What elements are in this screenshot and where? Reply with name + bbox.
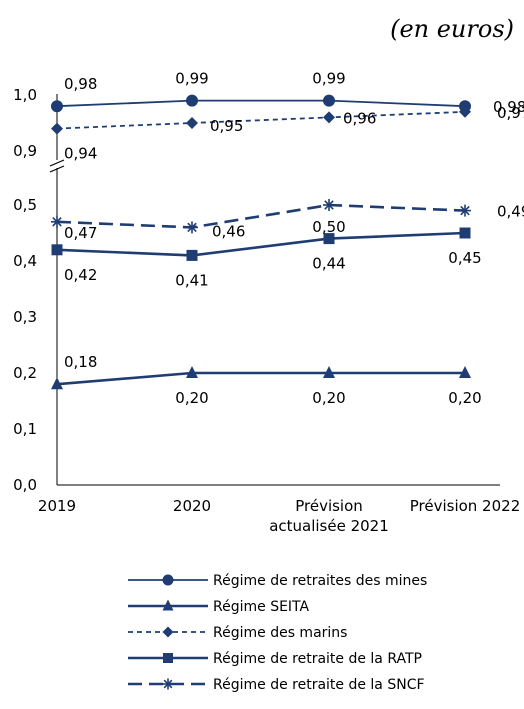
data-label: 0,97 (497, 104, 524, 122)
y-tick-label: 0,1 (13, 420, 37, 438)
legend-item: Régime de retraite de la RATP (128, 651, 422, 667)
y-tick-label: 0,9 (13, 142, 37, 160)
marker-triangle (323, 366, 335, 378)
y-tick-label: 0,3 (13, 308, 37, 326)
marker-triangle (162, 599, 174, 611)
marker-triangle (186, 366, 198, 378)
legend-item: Régime SEITA (128, 599, 310, 615)
data-label: 0,99 (175, 70, 208, 88)
marker-square (51, 244, 63, 256)
data-label: 0,99 (312, 70, 345, 88)
legend-item: Régime des marins (128, 625, 347, 641)
data-label: 0,20 (448, 389, 481, 407)
axes: 0,0 0,1 0,2 0,3 0,4 0,5 0,9 1,0 2019 2020 Prévisio… (13, 86, 520, 535)
marker-square (163, 653, 173, 663)
x-tick-label-line: Prévision 2022 (410, 497, 521, 515)
data-label: 0,42 (64, 266, 97, 284)
series-line (56, 110, 466, 130)
marker-diamond (186, 117, 198, 129)
marker-circle (323, 94, 335, 107)
data-label: 0,98 (64, 75, 97, 93)
data-label: 0,96 (343, 109, 376, 127)
marker-diamond (459, 105, 471, 118)
x-tick-label: Prévision actualisée 2021 (269, 497, 389, 535)
unit-label: (en euros) (390, 15, 514, 43)
y-tick-label: 0,4 (13, 252, 37, 270)
data-labels: 0,98 0,99 0,99 0,98 0,18 0,20 0,20 0,20 0,94 0,95… (64, 70, 524, 407)
x-tick-label-line: actualisée 2021 (269, 517, 389, 535)
data-label: 0,45 (448, 249, 481, 267)
x-tick-label-line: 2019 (38, 497, 76, 515)
marker-circle (186, 94, 198, 107)
axis-break-mark (49, 159, 65, 167)
marker-triangle (51, 377, 63, 390)
marker-square (323, 233, 335, 245)
data-label: 0,94 (64, 145, 97, 163)
data-label: 0,41 (175, 271, 208, 289)
y-tick-label: 0,2 (13, 364, 37, 382)
marker-asterisk (162, 678, 174, 690)
data-label: 0,50 (312, 218, 345, 236)
x-tick-label: 2019 (38, 497, 76, 515)
marker-circle (51, 100, 63, 113)
legend-label: Régime SEITA (213, 599, 310, 615)
y-tick-label: 0,0 (13, 476, 37, 494)
data-label: 0,18 (64, 353, 97, 371)
marker-asterisk (51, 215, 63, 228)
series-line (56, 99, 466, 108)
data-label: 0,98 (493, 98, 524, 116)
marker-asterisk (186, 221, 198, 234)
marker-asterisk (323, 199, 335, 211)
marker-square (186, 249, 198, 261)
data-label: 0,95 (210, 117, 243, 135)
marker-asterisk (459, 204, 471, 217)
y-tick-label: 1,0 (13, 86, 37, 104)
series-line (56, 203, 466, 229)
series-group (51, 94, 471, 390)
x-tick-label-line: 2020 (173, 497, 211, 515)
data-label: 0,20 (312, 389, 345, 407)
data-label: 0,46 (212, 222, 245, 240)
legend-label: Régime des marins (213, 625, 347, 641)
marker-diamond (323, 111, 335, 124)
legend-label: Régime de retraite de la RATP (213, 651, 422, 667)
marker-diamond (51, 122, 63, 135)
legend: Régime de retraites des mines Régime SEIT… (128, 573, 427, 693)
marker-diamond (162, 626, 174, 638)
data-label: 0,20 (175, 389, 208, 407)
series-line (56, 371, 465, 386)
axis-break-mark (49, 165, 65, 173)
series-line (56, 231, 466, 257)
legend-item: Régime de retraite de la SNCF (128, 677, 425, 693)
x-tick-label-line: Prévision (295, 497, 363, 515)
data-label: 0,44 (312, 255, 345, 273)
x-tick-label: Prévision 2022 (410, 497, 521, 515)
legend-label: Régime de retraite de la SNCF (213, 677, 425, 693)
data-label: 0,49 (497, 203, 524, 221)
marker-square (459, 227, 471, 239)
legend-label: Régime de retraites des mines (213, 573, 427, 589)
x-tick-label: 2020 (173, 497, 211, 515)
data-label: 0,47 (64, 224, 97, 242)
marker-triangle (459, 366, 471, 378)
marker-circle (162, 574, 174, 586)
y-tick-label: 0,5 (13, 196, 37, 214)
legend-item: Régime de retraites des mines (128, 573, 427, 589)
